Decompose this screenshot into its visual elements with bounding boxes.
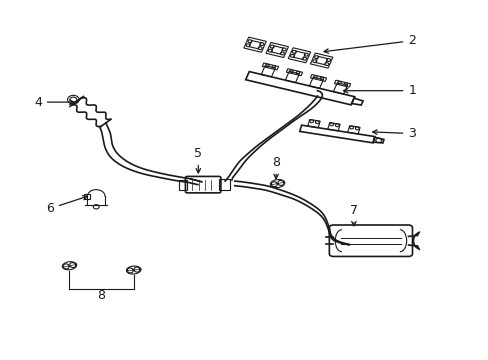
Text: 5: 5 bbox=[194, 147, 202, 173]
Text: 3: 3 bbox=[372, 127, 415, 140]
Text: 6: 6 bbox=[46, 195, 87, 215]
Text: 1: 1 bbox=[343, 84, 415, 97]
Text: 4: 4 bbox=[34, 96, 74, 109]
Text: 7: 7 bbox=[349, 204, 357, 226]
Text: 8: 8 bbox=[271, 156, 280, 179]
Text: 2: 2 bbox=[324, 34, 415, 53]
Text: 8: 8 bbox=[97, 288, 105, 302]
